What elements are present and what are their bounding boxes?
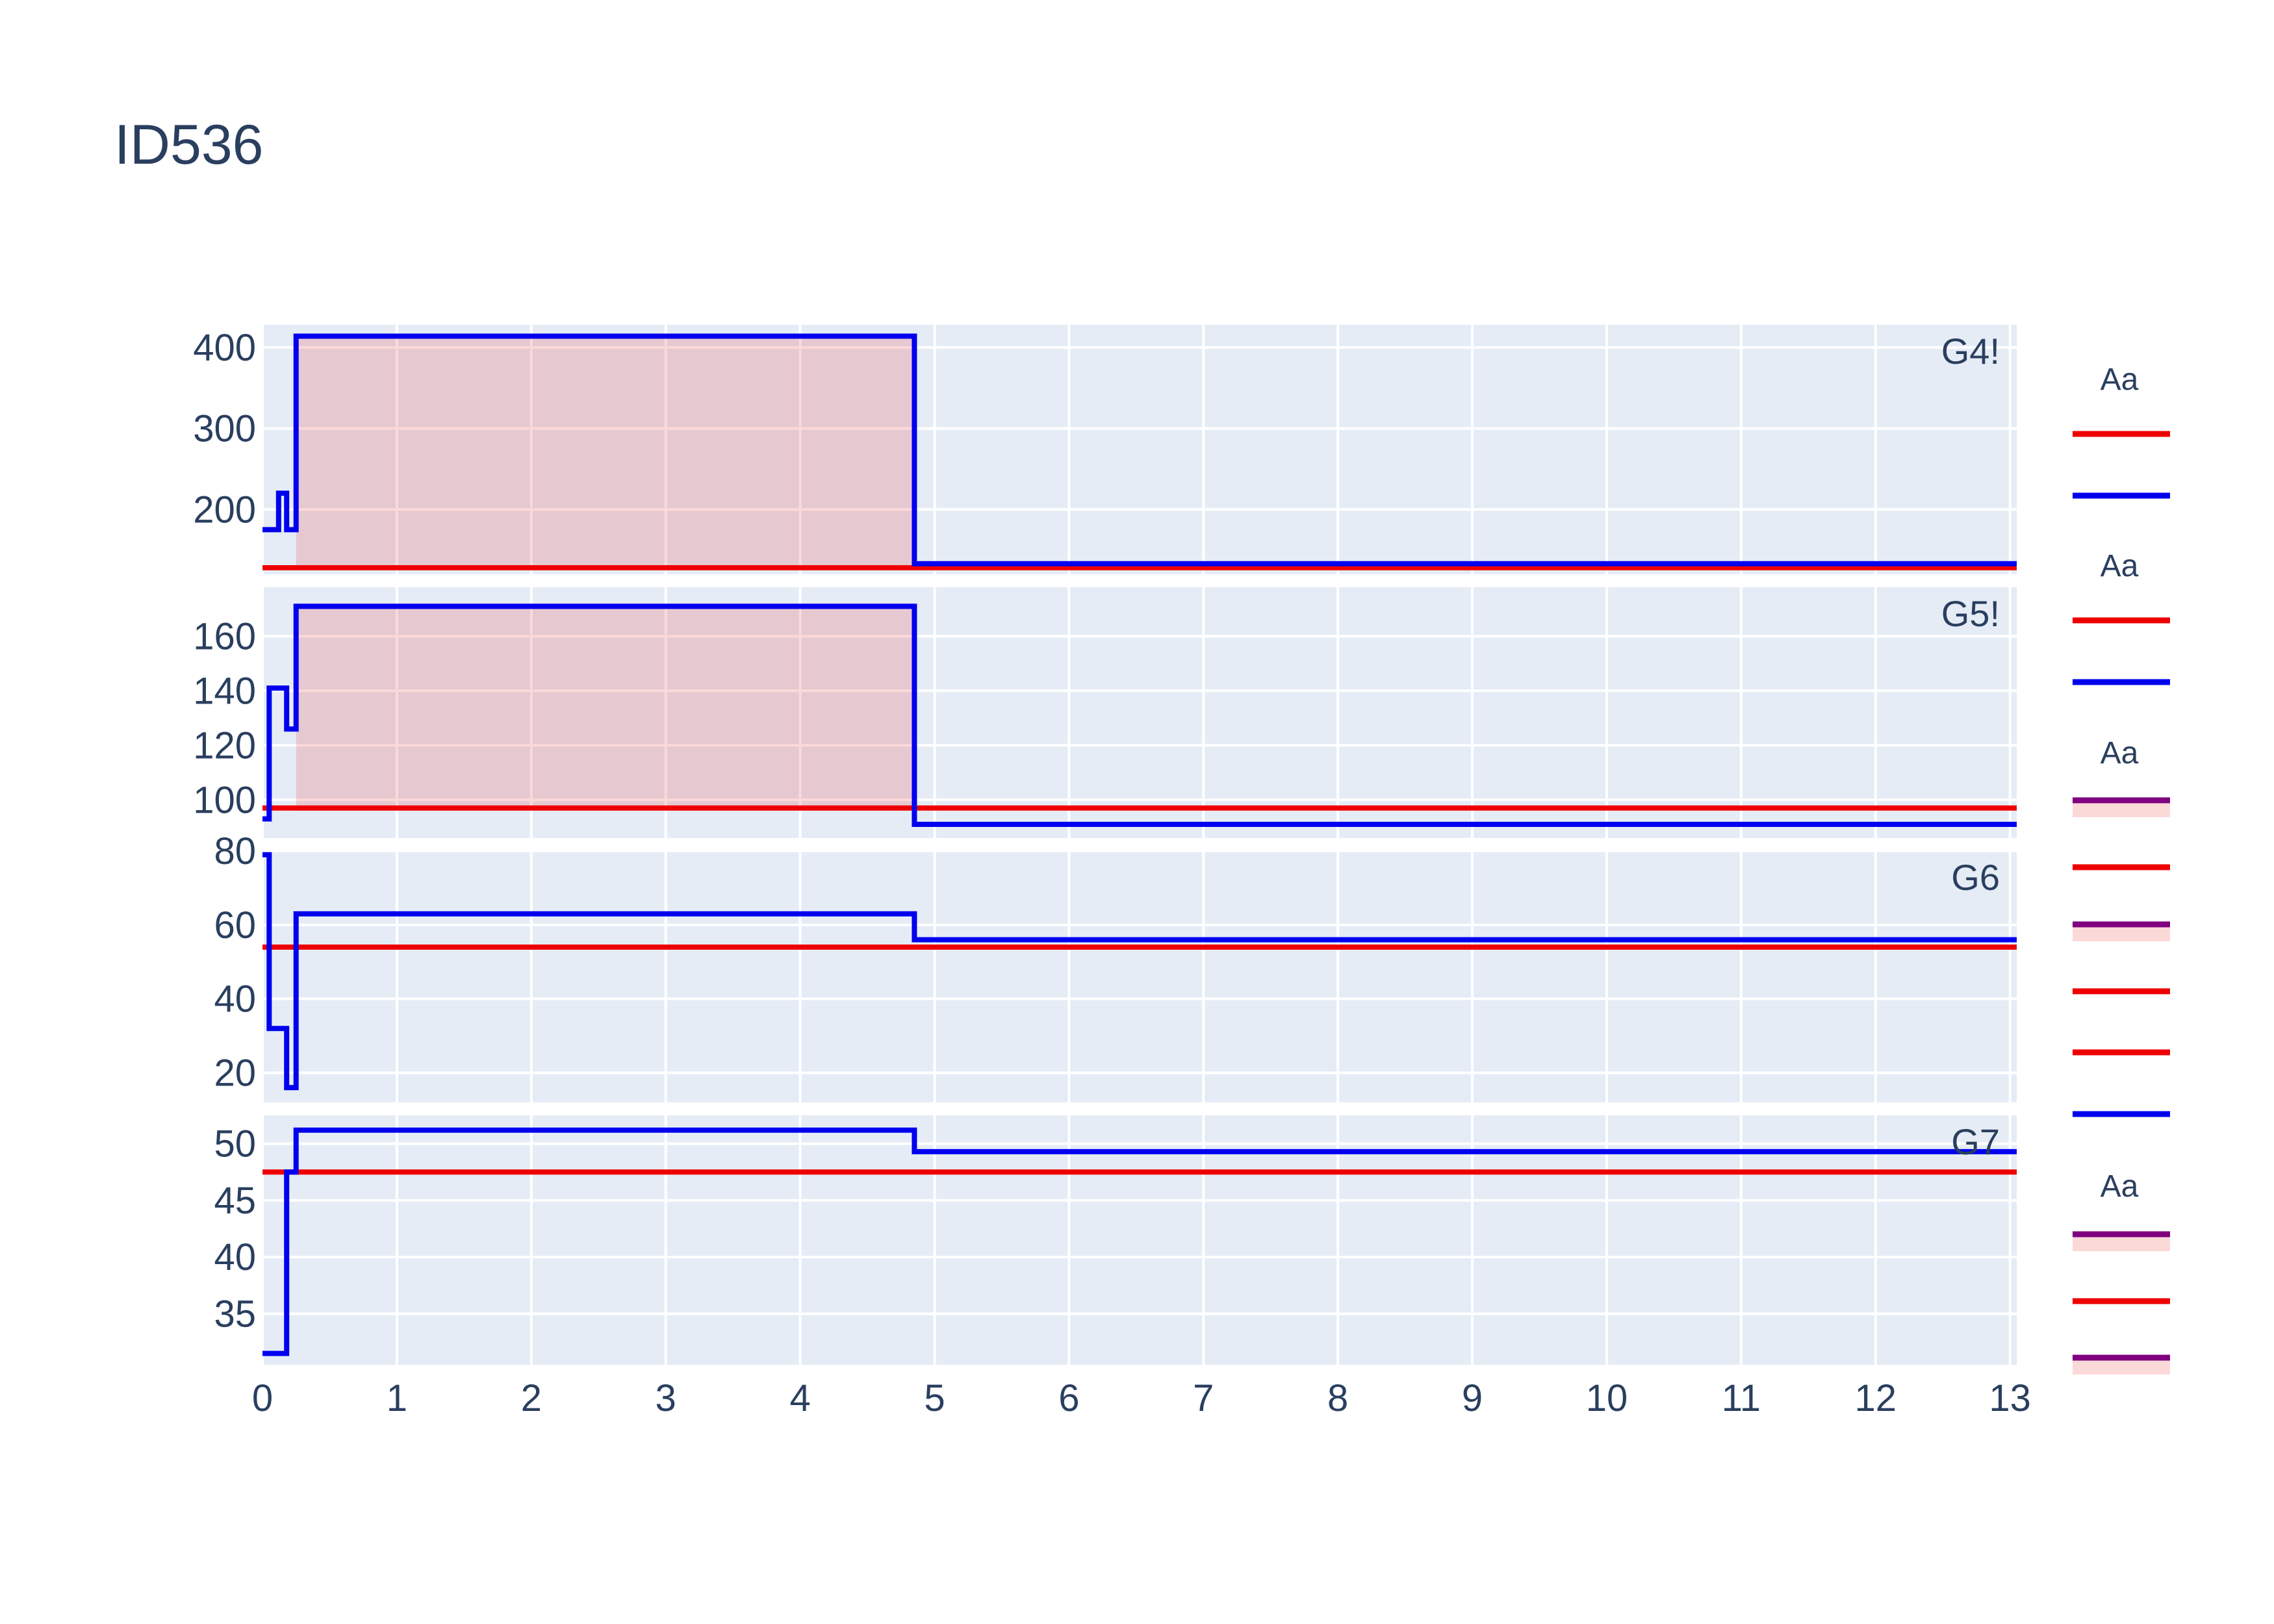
chart-title: ID536 bbox=[114, 114, 264, 176]
y-tick-label: 50 bbox=[214, 1123, 256, 1165]
x-tick-label: 7 bbox=[1193, 1377, 1214, 1419]
shaded-region bbox=[296, 336, 915, 568]
x-tick-label: 9 bbox=[1462, 1377, 1483, 1419]
panel-label: G5! bbox=[1941, 593, 2000, 634]
legend-group: Aa bbox=[2073, 362, 2170, 499]
x-axis: 0 1 2 3 4 5 6 7 8 9 10 11 12 13 bbox=[252, 1377, 2031, 1419]
y-tick-label: 300 bbox=[193, 408, 256, 450]
blue-step-series bbox=[262, 1127, 2017, 1356]
subplot-g6: 20 40 60 80 G6 bbox=[214, 830, 2017, 1102]
shaded-region bbox=[296, 606, 915, 811]
x-tick-label: 4 bbox=[789, 1377, 810, 1419]
panel-label: G4! bbox=[1941, 331, 2000, 372]
x-tick-label: 6 bbox=[1058, 1377, 1079, 1419]
legend-group-title: Aa bbox=[2101, 362, 2139, 397]
x-tick-label: 1 bbox=[387, 1377, 407, 1419]
x-tick-label: 5 bbox=[924, 1377, 945, 1419]
subplots: 200 300 400 G4! 100 120 140 160 G5! 20 40 60 80 G6 35 4… bbox=[193, 325, 2017, 1365]
legend-item bbox=[2073, 1354, 2170, 1375]
legend-group-title: Aa bbox=[2101, 736, 2139, 770]
legend-group: Aa bbox=[2073, 736, 2170, 1117]
subplot-g7: 35 40 45 50 G7 bbox=[214, 1115, 2017, 1365]
plot-area bbox=[262, 1115, 2017, 1365]
blue-step-series bbox=[262, 333, 2017, 566]
y-tick-label: 60 bbox=[214, 904, 256, 946]
x-tick-label: 12 bbox=[1855, 1377, 1897, 1419]
legend-group-title: Aa bbox=[2101, 1169, 2139, 1204]
plot-area bbox=[262, 325, 2017, 574]
x-tick-label: 8 bbox=[1327, 1377, 1348, 1419]
x-tick-label: 0 bbox=[252, 1377, 273, 1419]
x-tick-label: 11 bbox=[1722, 1377, 1761, 1419]
legend-item bbox=[2073, 921, 2170, 941]
y-tick-label: 40 bbox=[214, 978, 256, 1021]
legend-group: Aa bbox=[2073, 1169, 2170, 1375]
legend-item bbox=[2073, 1231, 2170, 1251]
subplot-g4: 200 300 400 G4! bbox=[193, 325, 2017, 574]
legend: Aa Aa Aa Aa bbox=[2073, 362, 2170, 1375]
panel-label: G7 bbox=[1951, 1121, 2000, 1162]
blue-step-series bbox=[262, 603, 2017, 827]
y-tick-label: 20 bbox=[214, 1052, 256, 1094]
plot-area bbox=[262, 851, 2017, 1102]
y-tick-label: 100 bbox=[193, 779, 256, 821]
blue-step-series bbox=[262, 852, 2017, 1091]
y-tick-label: 35 bbox=[214, 1293, 256, 1335]
x-tick-label: 3 bbox=[656, 1377, 676, 1419]
legend-group: Aa bbox=[2073, 549, 2170, 685]
panel-label: G6 bbox=[1951, 857, 2000, 898]
y-tick-label: 160 bbox=[193, 616, 256, 658]
legend-item bbox=[2073, 797, 2170, 817]
x-tick-label: 13 bbox=[1989, 1377, 2031, 1419]
y-tick-label: 400 bbox=[193, 327, 256, 369]
y-tick-label: 40 bbox=[214, 1236, 256, 1278]
subplot-g5: 100 120 140 160 G5! bbox=[193, 587, 2017, 838]
y-tick-label: 45 bbox=[214, 1180, 256, 1222]
plot-area bbox=[262, 587, 2017, 838]
y-tick-label: 200 bbox=[193, 488, 256, 531]
x-tick-label: 2 bbox=[521, 1377, 542, 1419]
y-tick-label: 120 bbox=[193, 724, 256, 767]
y-tick-label: 140 bbox=[193, 670, 256, 712]
x-tick-label: 10 bbox=[1586, 1377, 1628, 1419]
y-tick-label: 80 bbox=[214, 830, 256, 872]
legend-group-title: Aa bbox=[2101, 549, 2139, 583]
